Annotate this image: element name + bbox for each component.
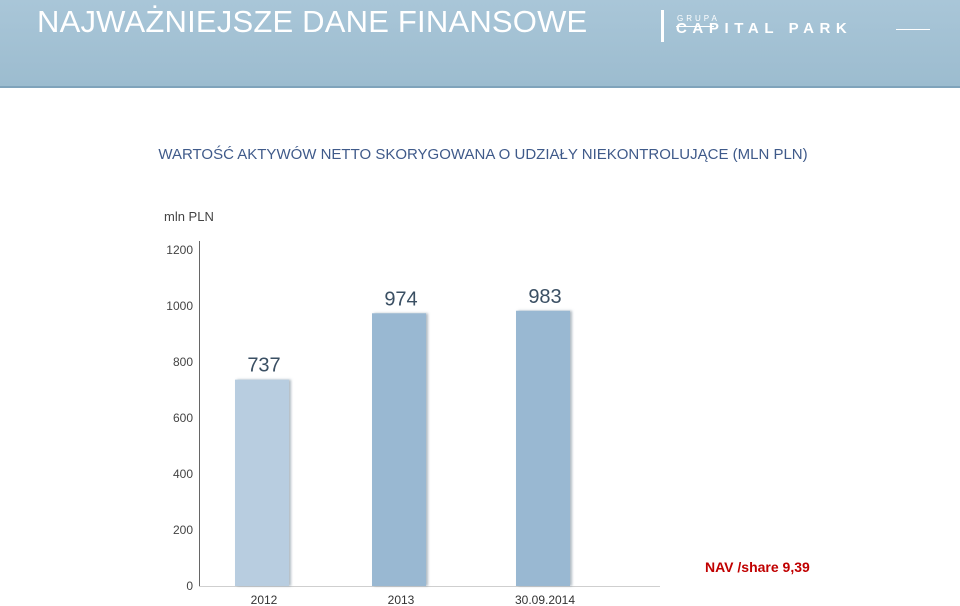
y-tick-label: 400 (173, 467, 193, 481)
header-banner (0, 0, 960, 86)
data-label: 737 (247, 355, 280, 377)
page-title: NAJWAŻNIEJSZE DANE FINANSOWE (37, 4, 588, 39)
y-tick-label: 800 (173, 355, 193, 369)
logo-grupa-text: GRUPA (677, 14, 720, 23)
bar-30.09.2014 (516, 310, 570, 586)
bar-2013 (372, 313, 426, 586)
chart-title: WARTOŚĆ AKTYWÓW NETTO SKORYGOWANA O UDZI… (0, 146, 960, 163)
chart-title-text: WARTOŚĆ AKTYWÓW NETTO SKORYGOWANA O UDZI… (158, 146, 808, 163)
data-label: 974 (384, 288, 417, 310)
logo-divider (661, 10, 664, 42)
y-ticks: 0 200 400 600 800 1000 1200 (166, 243, 193, 593)
x-ticks: 2012 2013 30.09.2014 (251, 593, 576, 606)
nav-per-share-note: NAV /share 9,39 (705, 559, 810, 575)
logo-underline (676, 26, 714, 27)
x-tick-label: 2012 (251, 593, 278, 606)
data-label: 983 (528, 286, 561, 308)
header-divider (0, 86, 960, 88)
logo-rule (896, 29, 930, 30)
x-tick-label: 2013 (388, 593, 415, 606)
y-axis-label: mln PLN (164, 209, 214, 224)
company-logo: CAPITAL PARK (676, 20, 853, 37)
y-tick-label: 600 (173, 411, 193, 425)
x-tick-label: 30.09.2014 (515, 593, 575, 606)
bars: 737 974 983 (235, 286, 570, 586)
bar-2012 (235, 379, 289, 586)
y-tick-label: 1200 (166, 243, 193, 257)
y-tick-label: 200 (173, 523, 193, 537)
y-tick-label: 0 (186, 579, 193, 593)
y-tick-label: 1000 (166, 299, 193, 313)
